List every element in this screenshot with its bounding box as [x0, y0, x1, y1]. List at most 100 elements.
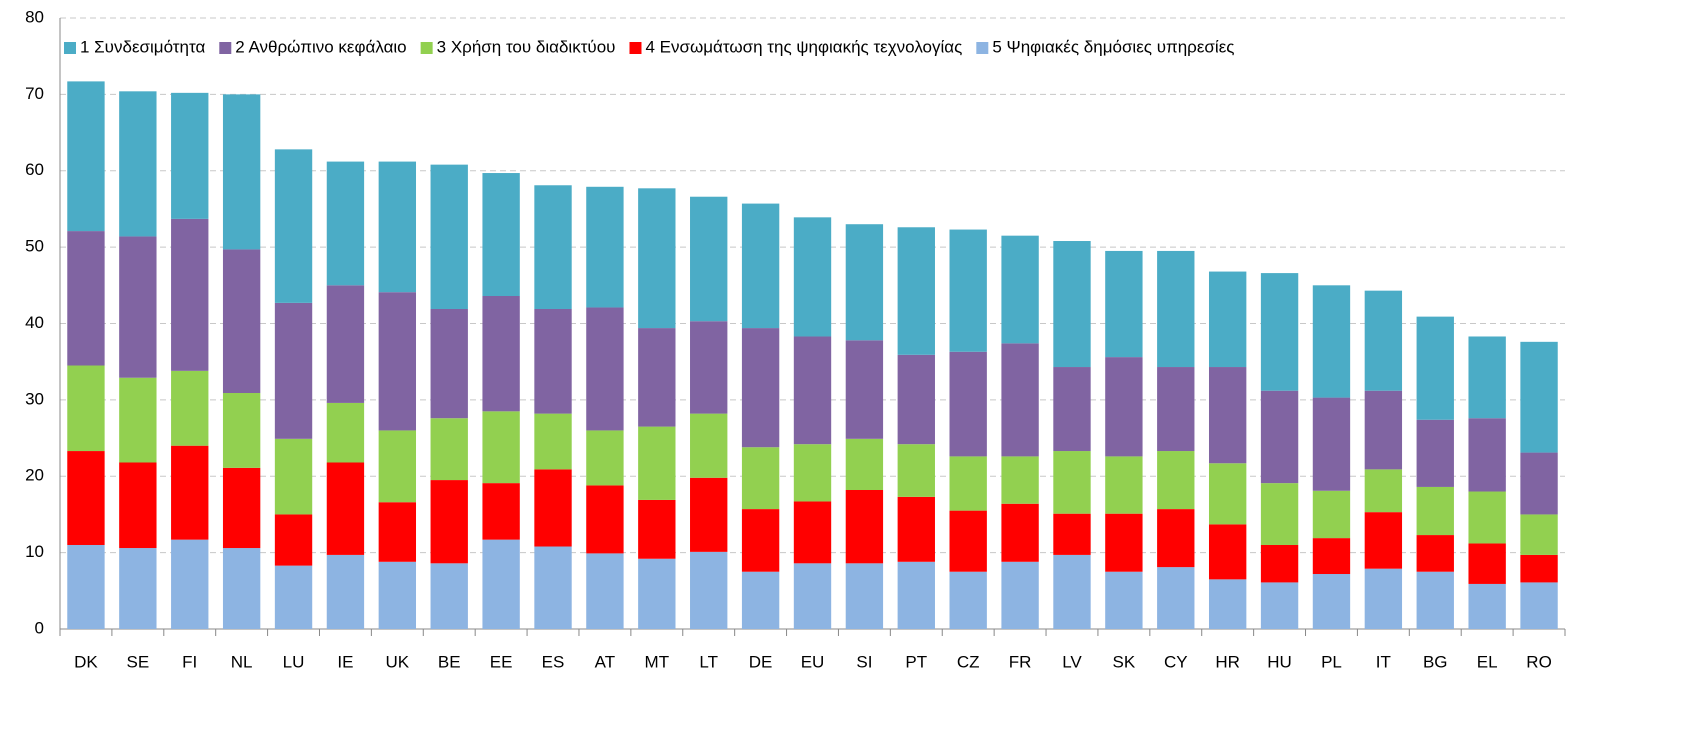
bar-segment — [793, 336, 832, 445]
bar-segment — [1520, 514, 1558, 555]
bar-segment — [638, 188, 676, 329]
x-tick-label: SE — [127, 652, 150, 671]
bar-segment — [1312, 397, 1351, 491]
bar-segment — [1105, 456, 1143, 514]
bar-segment — [741, 571, 780, 629]
y-tick-label: 80 — [25, 7, 44, 26]
bar-segment — [690, 413, 728, 478]
bar-segment — [1053, 513, 1091, 555]
bar-segment — [1001, 503, 1039, 562]
bar-segment — [171, 92, 209, 219]
bar-segment — [949, 456, 987, 511]
bar-segment — [1364, 512, 1403, 569]
x-tick-label: SI — [856, 652, 872, 671]
y-tick-label: 60 — [25, 160, 44, 179]
bar-segment — [845, 438, 884, 490]
x-tick-label: IT — [1376, 652, 1391, 671]
bar-segment — [119, 236, 157, 378]
bar-segment — [378, 561, 417, 629]
y-tick-label: 10 — [25, 542, 44, 561]
bar-segment — [586, 430, 624, 486]
bar-segment — [534, 413, 572, 470]
bar-segment — [793, 501, 832, 564]
x-tick-label: BE — [438, 652, 461, 671]
bar-segment — [741, 328, 780, 448]
bar-segment — [274, 438, 313, 515]
x-tick-label: UK — [386, 652, 410, 671]
bar-segment — [897, 227, 935, 355]
bar-segment — [326, 462, 365, 555]
bar-segment — [1312, 490, 1351, 539]
bar-segment — [1105, 250, 1143, 358]
bar-segment — [430, 164, 468, 309]
bar-segment — [1260, 544, 1299, 583]
x-tick-label: MT — [645, 652, 670, 671]
bar-segment — [482, 173, 520, 297]
bar-segment — [1468, 336, 1506, 419]
bar-segment — [222, 94, 261, 250]
x-tick-label: EU — [801, 652, 825, 671]
x-tick-label: RO — [1526, 652, 1552, 671]
bar-segment — [897, 561, 935, 629]
bar-segment — [1416, 535, 1454, 572]
bar-segment — [1001, 235, 1039, 344]
bar-segment — [67, 544, 105, 629]
bar-segment — [222, 249, 261, 394]
x-tick-label: LU — [283, 652, 305, 671]
bar-segment — [1053, 241, 1091, 368]
bar-segment — [586, 307, 624, 431]
bar-segment — [430, 418, 468, 481]
legend-swatch — [420, 42, 433, 54]
y-tick-label: 70 — [25, 84, 44, 103]
bar-segment — [1416, 419, 1454, 487]
bar-segment — [1001, 343, 1039, 457]
legend-label: 5 Ψηφιακές δημόσιες υπηρεσίες — [992, 37, 1234, 56]
bar-segment — [1053, 451, 1091, 514]
x-tick-label: HR — [1215, 652, 1240, 671]
bar-segment — [845, 489, 884, 564]
bar-segment — [1157, 367, 1195, 452]
bar-segment — [586, 485, 624, 554]
bar-segment — [1053, 554, 1091, 629]
x-tick-label: LT — [699, 652, 718, 671]
x-tick-label: DE — [749, 652, 773, 671]
bar-segment — [1364, 469, 1403, 513]
bar-segment — [534, 185, 572, 309]
bar-segment — [119, 377, 157, 463]
x-tick-label: BG — [1423, 652, 1448, 671]
bar-segment — [949, 351, 987, 457]
bar-segment — [274, 149, 313, 303]
bar-segment — [119, 91, 157, 237]
bar-segment — [534, 308, 572, 414]
bar-segment — [1416, 486, 1454, 536]
bar-segment — [793, 444, 832, 502]
bar-segment — [1312, 574, 1351, 629]
bar-segment — [949, 571, 987, 629]
bar-segment — [1105, 357, 1143, 457]
bar-segment — [67, 81, 105, 232]
bar-segment — [1157, 567, 1195, 629]
bar-segment — [378, 292, 417, 431]
bar-segment — [274, 514, 313, 566]
bar-segment — [119, 462, 157, 549]
bar-segment — [638, 499, 676, 559]
x-tick-label: LV — [1062, 652, 1082, 671]
bar-segment — [119, 548, 157, 629]
x-tick-label: FR — [1009, 652, 1032, 671]
bar-segment — [1105, 513, 1143, 572]
bar-segment — [741, 203, 780, 329]
bar-segment — [67, 365, 105, 452]
bar-segment — [1208, 367, 1247, 464]
y-tick-label: 0 — [35, 618, 44, 637]
bar-segment — [845, 563, 884, 629]
bar-segment — [1468, 543, 1506, 584]
bar-segment — [274, 565, 313, 629]
bar-segment — [1157, 250, 1195, 368]
bar-segment — [1001, 561, 1039, 629]
bar-segment — [274, 302, 313, 439]
bar-segment — [326, 161, 365, 286]
bar-segment — [1260, 390, 1299, 484]
bar-segment — [949, 229, 987, 352]
bar-segment — [1468, 491, 1506, 544]
